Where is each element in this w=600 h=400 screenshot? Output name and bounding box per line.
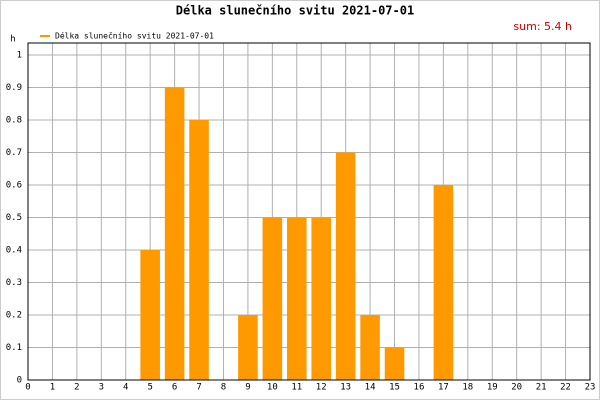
x-tick-label: 6 bbox=[172, 383, 177, 393]
y-tick-label: 0.3 bbox=[6, 278, 22, 288]
x-tick-label: 13 bbox=[340, 383, 351, 393]
x-tick-label: 14 bbox=[365, 383, 376, 393]
y-tick-label: 0.6 bbox=[6, 181, 22, 191]
x-tick-label: 2 bbox=[74, 383, 79, 393]
bar bbox=[311, 217, 331, 380]
bar bbox=[262, 217, 283, 380]
x-tick-label: 12 bbox=[316, 383, 327, 393]
y-tick-label: 0.1 bbox=[6, 343, 22, 353]
x-tick-label: 18 bbox=[462, 383, 473, 393]
x-tick-label: 3 bbox=[99, 383, 104, 393]
x-tick-label: 23 bbox=[585, 383, 596, 393]
bar bbox=[238, 315, 258, 380]
y-tick-label: 0.8 bbox=[6, 116, 22, 126]
x-tick-label: 10 bbox=[267, 383, 278, 393]
y-tick-label: 0.2 bbox=[6, 311, 22, 321]
bar bbox=[287, 217, 307, 380]
x-tick-label: 1 bbox=[50, 383, 55, 393]
bar bbox=[335, 152, 356, 380]
sum-annotation: sum: 5.4 h bbox=[513, 20, 572, 33]
x-tick-label: 21 bbox=[536, 383, 547, 393]
y-tick-label: 0.4 bbox=[6, 246, 22, 256]
x-tick-label: 15 bbox=[389, 383, 400, 393]
x-tick-label: 9 bbox=[245, 383, 250, 393]
legend-label: Délka slunečního svitu 2021-07-01 bbox=[55, 31, 214, 41]
chart-title: Délka slunečního svitu 2021-07-01 bbox=[176, 4, 414, 18]
bar bbox=[164, 87, 185, 380]
x-tick-label: 19 bbox=[487, 383, 498, 393]
x-tick-label: 17 bbox=[438, 383, 449, 393]
x-tick-label: 11 bbox=[291, 383, 302, 393]
x-tick-label: 20 bbox=[511, 383, 522, 393]
x-tick-label: 5 bbox=[147, 383, 152, 393]
bar bbox=[433, 185, 454, 380]
x-tick-label: 8 bbox=[221, 383, 226, 393]
bar bbox=[140, 250, 160, 380]
bar bbox=[189, 120, 209, 380]
y-tick-label: 0.7 bbox=[6, 148, 22, 158]
bar bbox=[360, 315, 380, 380]
y-tick-label: 0.9 bbox=[6, 83, 22, 93]
bar bbox=[384, 347, 405, 380]
x-tick-label: 16 bbox=[414, 383, 425, 393]
x-tick-label: 0 bbox=[25, 383, 30, 393]
y-axis-label: h bbox=[10, 35, 15, 45]
y-tick-label: 1 bbox=[17, 51, 22, 61]
y-tick-label: 0.5 bbox=[6, 213, 22, 223]
x-tick-label: 7 bbox=[196, 383, 201, 393]
x-tick-label: 22 bbox=[560, 383, 571, 393]
x-tick-label: 4 bbox=[123, 383, 128, 393]
plot-frame bbox=[27, 42, 591, 381]
y-tick-label: 0 bbox=[17, 376, 22, 386]
